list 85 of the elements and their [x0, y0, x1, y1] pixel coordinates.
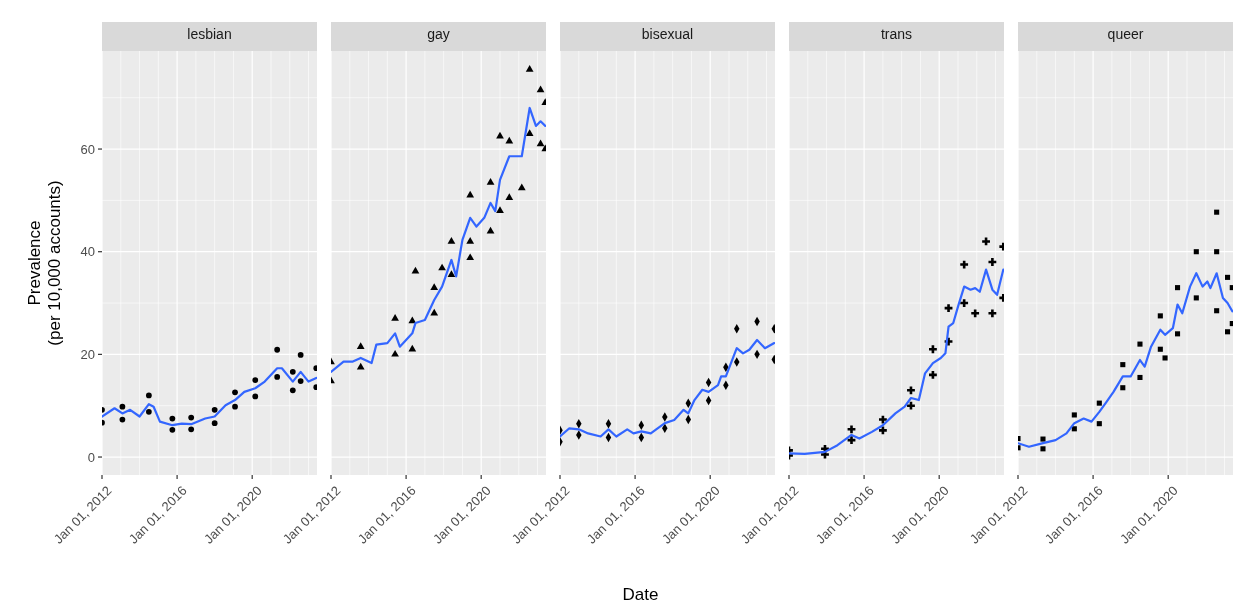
point: [536, 85, 545, 93]
point: [297, 352, 304, 358]
y-tick-label: 40: [80, 244, 95, 260]
point: [536, 139, 545, 147]
point: [944, 304, 953, 313]
point: [119, 403, 126, 410]
y-tick-label: 20: [80, 346, 95, 362]
point: [146, 408, 152, 415]
point: [1214, 209, 1220, 215]
point: [169, 426, 176, 433]
point: [1137, 374, 1143, 381]
point: [430, 283, 439, 290]
point: [1174, 331, 1181, 337]
chart-title: bisexual: [641, 26, 694, 42]
point: [525, 65, 534, 72]
point: [907, 401, 915, 410]
point: [211, 420, 218, 427]
point: [252, 377, 259, 383]
point: [496, 206, 504, 213]
point: [878, 415, 887, 424]
point: [971, 309, 980, 318]
point: [505, 136, 514, 144]
point: [252, 393, 259, 400]
point: [988, 258, 997, 266]
point: [1193, 295, 1199, 301]
point: [1225, 274, 1231, 280]
point: [1120, 362, 1126, 368]
point: [1214, 249, 1220, 255]
point: [685, 398, 692, 408]
point: [988, 309, 997, 318]
point: [929, 345, 937, 354]
point: [356, 342, 365, 349]
point: [1157, 346, 1163, 352]
chart-title: gay: [427, 26, 450, 42]
point: [1096, 400, 1102, 406]
point: [1040, 436, 1046, 442]
point: [274, 374, 281, 380]
point: [211, 406, 218, 413]
point: [119, 416, 126, 423]
point: [1162, 355, 1168, 361]
point: [1225, 329, 1231, 335]
point: [486, 177, 495, 185]
point: [146, 392, 152, 399]
point: [447, 270, 456, 278]
point: [430, 308, 439, 316]
y-tick-label: 0: [87, 449, 95, 465]
point: [289, 387, 296, 394]
point: [907, 386, 915, 395]
point: [505, 193, 514, 201]
point: [1120, 385, 1126, 391]
point: [466, 253, 475, 261]
point: [960, 260, 969, 269]
point: [1157, 313, 1163, 319]
point: [1193, 249, 1199, 255]
point: [847, 425, 856, 434]
point: [525, 129, 534, 136]
chart-title: lesbian: [187, 26, 232, 42]
point: [232, 389, 238, 396]
point: [982, 237, 990, 246]
point: [486, 226, 495, 234]
point: [466, 236, 475, 244]
chart-title: queer: [1107, 26, 1144, 42]
point: [188, 414, 195, 421]
point: [1174, 285, 1181, 291]
point: [1137, 341, 1143, 347]
chart-title: trans: [880, 26, 913, 42]
point: [1071, 412, 1077, 418]
point: [391, 349, 399, 357]
point: [391, 313, 399, 321]
y-tick-label: 60: [80, 141, 95, 157]
point: [878, 426, 887, 435]
point: [169, 415, 176, 422]
point: [232, 403, 238, 410]
point: [274, 346, 281, 353]
y-axis-title: Prevalence (per 10,000 accounts): [25, 180, 64, 346]
point: [1214, 308, 1220, 314]
point: [1040, 446, 1046, 452]
x-axis-title: Date: [622, 585, 659, 604]
point: [447, 236, 456, 244]
point: [1071, 426, 1077, 432]
point: [638, 420, 645, 430]
point: [188, 426, 195, 433]
point: [1096, 421, 1102, 427]
point: [297, 378, 304, 384]
point: [289, 368, 296, 375]
